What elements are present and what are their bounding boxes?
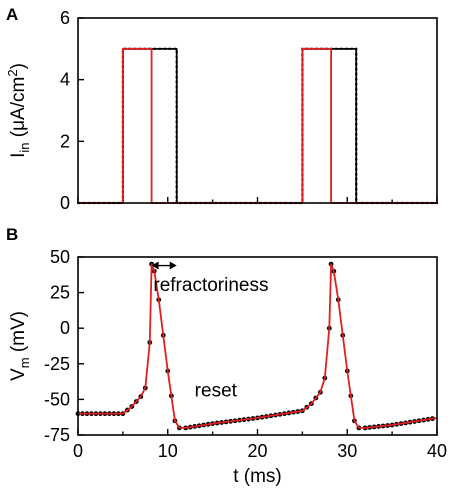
ytick-label: 6 bbox=[60, 8, 70, 28]
xtick-label: 0 bbox=[73, 441, 83, 461]
panel-a-ylabel: Iin (μA/cm2) bbox=[5, 63, 32, 158]
ylabel-part: ) bbox=[8, 63, 29, 69]
panel-b-frame bbox=[77, 256, 438, 436]
ylabel-part: in bbox=[17, 143, 32, 153]
ytick-label: 2 bbox=[60, 131, 70, 151]
series-red-line bbox=[78, 47, 437, 204]
ytick-label: 25 bbox=[50, 283, 70, 303]
ylabel-part: m bbox=[17, 357, 32, 368]
panel-b-ylabel: Vm (mV) bbox=[8, 311, 32, 381]
ylabel-part: 2 bbox=[5, 69, 20, 76]
ylabel-part: V bbox=[8, 368, 29, 381]
ylabel-part: (μA/cm bbox=[8, 77, 29, 143]
series-dotted-line bbox=[76, 47, 439, 205]
series-red-line bbox=[78, 263, 438, 429]
panel-b-letter: B bbox=[6, 225, 18, 244]
ylabel-part: I bbox=[8, 153, 29, 158]
panel-b-xlabel: t (ms) bbox=[233, 466, 282, 487]
xtick-label: 40 bbox=[427, 441, 447, 461]
ytick-label: 50 bbox=[50, 247, 70, 267]
series-black-line bbox=[78, 48, 437, 204]
ytick-label: -50 bbox=[44, 389, 70, 409]
xtick-label: 20 bbox=[247, 441, 267, 461]
ytick-label: 0 bbox=[60, 193, 70, 213]
panel-a-letter: A bbox=[6, 5, 18, 24]
ytick-label: -75 bbox=[44, 425, 70, 445]
annotation-label: refractoriness bbox=[153, 275, 268, 296]
arrowhead-right bbox=[169, 261, 177, 270]
annotation-label: reset bbox=[195, 381, 238, 402]
ytick-label: -25 bbox=[44, 354, 70, 374]
ylabel-part: (mV) bbox=[8, 311, 29, 357]
panel-a-frame bbox=[77, 17, 438, 204]
xtick-label: 10 bbox=[158, 441, 178, 461]
arrowhead-left bbox=[151, 261, 159, 270]
ytick-label: 0 bbox=[60, 318, 70, 338]
ytick-label: 4 bbox=[60, 70, 70, 90]
xtick-label: 30 bbox=[337, 441, 357, 461]
